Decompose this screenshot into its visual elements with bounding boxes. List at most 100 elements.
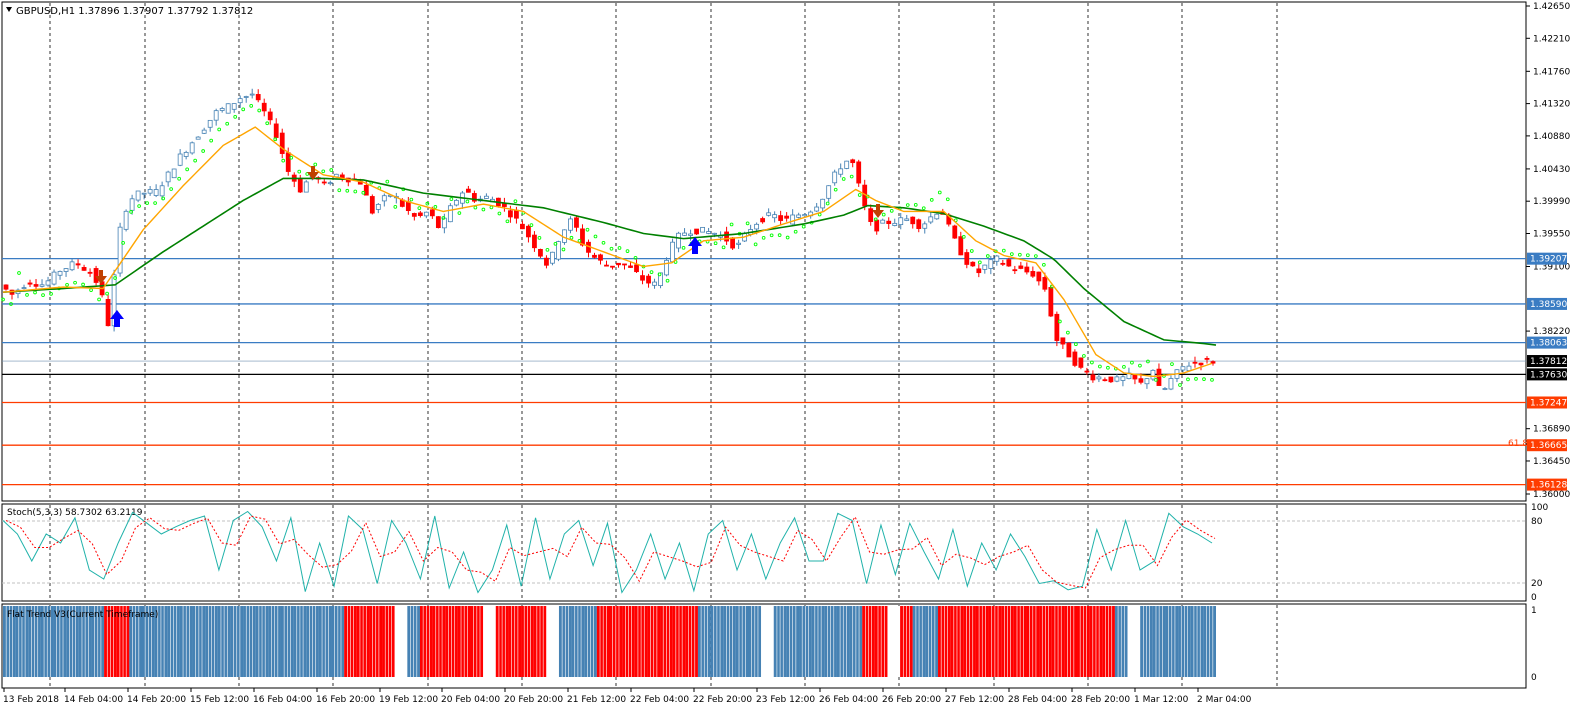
price-panel[interactable] [1,1,1527,502]
candle-body [778,215,784,221]
sar-dot [153,201,157,205]
candle-body [772,214,778,219]
sar-dot [129,210,133,214]
candle-body [225,103,231,114]
sar-dot [553,241,558,246]
candle-body [766,212,772,216]
sar-dot [977,260,982,265]
ma-slow-line [2,177,1217,346]
candle-body [520,223,525,230]
candle-body [514,209,519,219]
buy-arrow-icon [110,310,124,327]
candle-body [868,208,874,222]
sar-dot [945,197,950,202]
candle-body [1108,376,1114,383]
sar-dot [329,168,334,172]
stoch-tick: 100 [1531,503,1548,513]
candle-body [796,214,802,218]
sar-dot [849,174,854,179]
candle-body [640,275,645,281]
price-tick-label: 1.39990 [1533,197,1570,207]
candle-body [423,211,429,217]
sar-dot [1106,365,1110,370]
sar-dot [713,241,718,246]
candle-body [832,171,838,184]
sar-dot [929,198,934,202]
price-tag-box [1527,478,1567,491]
buy-arrow-icon [688,237,702,254]
sar-dot [777,233,782,237]
candle-body [1012,269,1018,272]
candle-body [736,242,742,245]
candle-body [27,282,33,285]
sar-dot [233,115,238,119]
candle-body [105,299,111,327]
candle-body [634,264,639,273]
sar-dot [617,246,622,250]
sar-dot [545,247,550,252]
candlesticks [3,88,1216,391]
sar-dot [681,245,686,250]
time-label: 22 Feb 04:00 [630,695,689,705]
candle-body [826,185,832,199]
candle-body [544,257,549,266]
candle-body [81,267,87,271]
candle-body [556,241,561,260]
candle-body [646,275,651,284]
candle-body [1162,388,1168,390]
sar-dot [345,188,350,193]
sar-dot [1090,360,1094,365]
sar-dot [97,297,101,302]
candle-body [1204,357,1210,360]
sar-dot [969,249,974,253]
sar-dot [793,229,798,234]
time-label: 14 Feb 20:00 [127,695,186,705]
candle-body [526,225,531,238]
candle-body [874,219,880,232]
price-tag-label: 1.36665 [1530,441,1567,451]
price-tick-label: 1.36890 [1533,425,1570,435]
dropdown-triangle-icon[interactable] [6,7,12,12]
sar-dot [601,240,606,245]
fib-label: 61.8 [1508,439,1528,449]
candle-body [1036,271,1042,282]
sar-dot [281,158,286,163]
time-label: 20 Feb 20:00 [504,695,563,705]
candle-body [219,108,225,111]
sar-dot [17,271,21,275]
flat-tick: 1 [1531,606,1537,616]
price-tick-label: 1.38220 [1533,327,1570,337]
candle-body [1048,287,1054,317]
sar-dot [1170,362,1174,366]
time-label: 16 Feb 20:00 [316,695,375,705]
candle-body [532,234,537,249]
sar-dot [417,206,422,210]
sar-dot [321,169,326,174]
candle-body [922,223,928,229]
candle-body [483,195,489,199]
sar-dot [721,245,726,250]
candle-body [1138,378,1144,383]
sar-dot [433,205,438,209]
sar-dot [561,247,566,252]
candle-body [159,185,165,197]
candle-body [1180,366,1186,371]
sar-dot [833,187,838,192]
candle-body [417,212,423,216]
candle-body [1186,365,1192,372]
candle-body [375,203,381,210]
candle-body [183,151,189,157]
sar-dot [505,219,510,224]
candle-body [33,284,39,287]
candle-body [243,96,249,98]
stoch-panel[interactable] [1,503,1527,602]
sar-dot [985,254,990,258]
time-label: 19 Feb 12:00 [379,695,438,705]
candle-body [964,252,970,265]
price-level-tags: 1.39207 1.38590 1.38063 1.37812 1.37630 1.372… [1527,252,1567,491]
sar-dot [1178,383,1182,387]
sar-dot [289,155,294,160]
sar-dot [49,292,53,296]
candle-body [592,254,597,258]
